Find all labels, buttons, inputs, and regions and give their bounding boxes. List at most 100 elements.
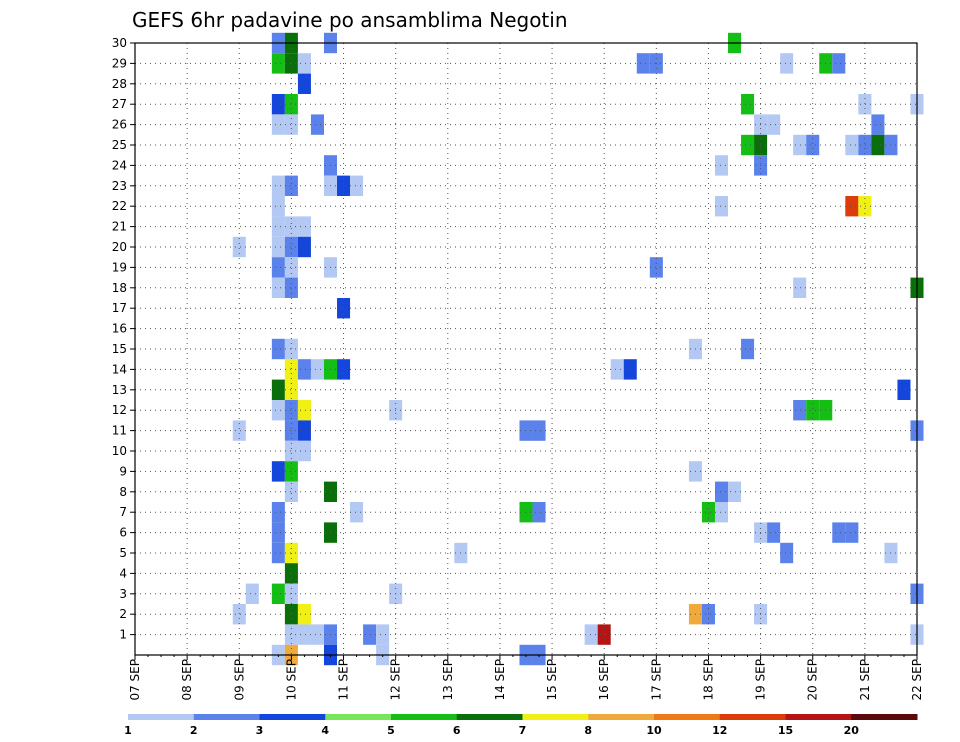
chart-title: GEFS 6hr padavine po ansamblima Negotin [132,8,568,32]
heatmap-cell [271,379,285,400]
heatmap-cell [741,134,755,156]
y-tick-label: 18 [112,281,127,295]
heatmap-cell [610,359,624,380]
heatmap-cell [297,236,311,258]
heatmap-cell [284,94,298,115]
y-tick-label: 26 [112,118,127,132]
heatmap-cell [284,481,298,502]
heatmap-cell [271,338,285,360]
x-tick-label: 11 SEP [337,659,351,701]
heatmap-cell [284,236,298,258]
heatmap-cell [845,196,859,217]
heatmap-cell [845,522,859,543]
heatmap-cell [284,216,298,237]
y-tick-label: 10 [112,444,127,458]
legend-swatch [456,714,523,720]
legend-swatch [259,714,326,720]
heatmap-cell [232,604,246,625]
x-tick-label: 17 SEP [649,659,663,701]
heatmap-cell [832,53,846,74]
y-tick-label: 27 [112,97,127,111]
legend-swatch [719,714,786,720]
y-tick-label: 3 [119,587,127,601]
y-tick-label: 21 [112,220,127,234]
heatmap-cell [858,196,872,217]
y-tick-label: 2 [119,607,127,621]
legend-label: 1 [124,724,132,737]
heatmap-cell [714,155,729,176]
x-tick-label: 14 SEP [493,659,507,701]
y-tick-label: 11 [112,424,127,438]
x-tick-label: 16 SEP [597,659,611,701]
heatmap-cell [871,114,885,135]
x-axis: 07 SEP 08 SEP 09 SEP 10 SEP 11 SEP 12 SEP 13 S… [128,655,924,701]
x-tick-label: 13 SEP [441,659,455,701]
x-tick-label: 15 SEP [545,659,559,701]
heatmap-cell [350,502,364,523]
heatmap-cell [363,624,377,645]
grid-lines [135,43,917,655]
y-tick-label: 4 [119,566,127,580]
heatmap-cell [284,461,298,482]
heatmap-cell [284,604,298,625]
legend-swatch [654,714,721,720]
legend-label: 6 [453,724,461,737]
heatmap-cell [832,522,846,543]
heatmap-cell [297,420,311,441]
x-tick-label: 19 SEP [754,659,768,701]
heatmap-cell [532,502,546,523]
heatmap-cell [793,134,807,156]
y-tick-label: 28 [112,77,127,91]
legend-label: 5 [387,724,395,737]
heatmap-cell [271,542,285,564]
heatmap-cell [337,359,351,380]
legend-label: 8 [584,724,592,737]
y-tick-label: 20 [112,240,127,254]
heatmap-cell [271,502,285,523]
heatmap-cell [376,624,390,645]
heatmap-cell [597,624,611,645]
heatmap-cell [780,53,794,74]
legend-swatch [325,714,392,720]
legend-label: 20 [844,724,860,737]
legend-label: 2 [190,724,198,737]
heatmap-cell [871,134,885,156]
heatmap-cell [284,175,298,196]
x-tick-label: 08 SEP [180,659,194,701]
y-tick-label: 5 [119,546,127,560]
heatmap-cell [284,379,298,400]
legend-swatch [522,714,589,720]
heatmap-cell [271,400,285,421]
heatmap-cell [701,502,715,523]
y-tick-label: 23 [112,179,127,193]
x-tick-label: 09 SEP [232,659,246,701]
y-tick-label: 13 [112,383,127,397]
x-tick-label: 22 SEP [910,659,924,701]
y-tick-label: 9 [119,464,127,478]
heatmap-cell [297,53,311,74]
heatmap-cell [741,338,755,360]
heatmap-cell [271,277,285,298]
heatmap-cell [532,420,546,441]
legend-swatch [851,714,918,720]
y-tick-label: 29 [112,56,127,70]
heatmap-cell [350,175,364,196]
heatmap-cell [714,196,729,217]
heatmap-cell [297,216,311,237]
legend-label: 15 [778,724,793,737]
legend-label: 10 [646,724,662,737]
heatmap-cell [271,522,285,543]
heatmap-cell [297,604,311,625]
heatmap-cell [806,400,820,421]
heatmap-cell [284,420,298,441]
x-tick-label: 20 SEP [806,659,820,701]
legend-swatch [391,714,458,720]
heatmap-cell [584,624,598,645]
heatmap-cell [271,94,285,115]
heatmap-cell [271,257,285,278]
heatmap-cell [284,359,298,380]
x-tick-label: 21 SEP [858,659,872,701]
x-tick-label: 07 SEP [128,659,142,701]
heatmap-cell [271,114,285,135]
